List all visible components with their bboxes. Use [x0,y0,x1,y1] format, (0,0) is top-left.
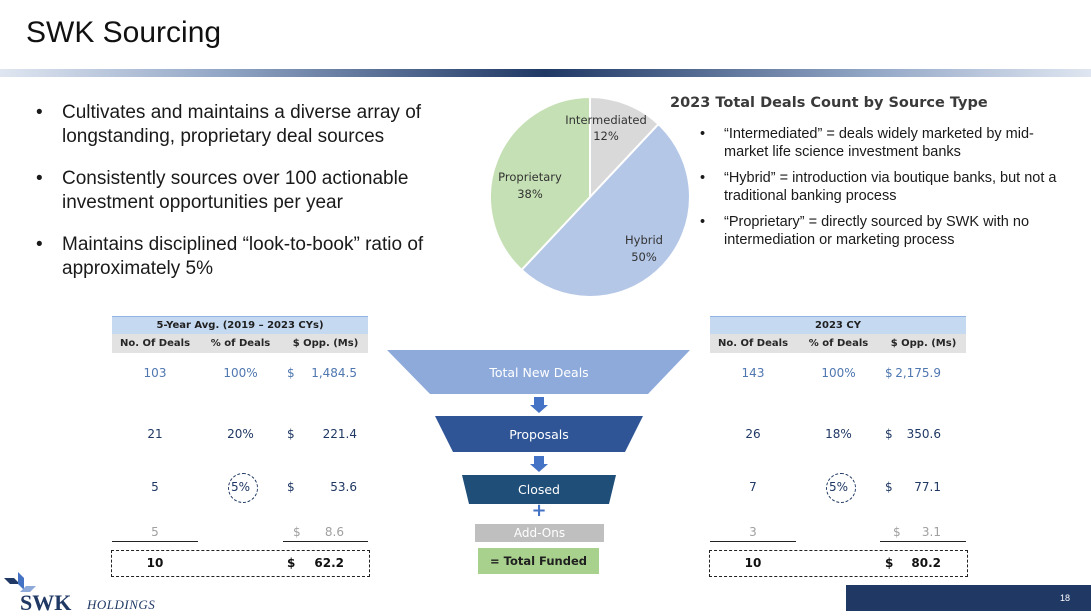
table-cell: 2,175.9 [895,366,941,380]
title-divider-bar [0,69,1091,77]
table-cell: 143 [741,366,765,380]
column-header: No. Of Deals [119,338,191,349]
left-table-column-headers: No. Of Deals % of Deals $ Opp. (Ms) [112,334,368,353]
table-cell: 5% [828,480,849,494]
logo-wordmark: SWK [20,590,72,615]
plus-icon: + [531,500,547,521]
source-type-pie-chart: Intermediated 12% Hybrid 50% Proprietary… [489,95,691,298]
bullet-item: Maintains disciplined “look-to-book” rat… [36,233,466,281]
table-cell: $ [893,525,901,539]
definition-item: “Proprietary” = directly sourced by SWK … [700,213,1060,249]
funnel-closed [462,475,616,504]
underline [710,541,796,542]
table-cell: 3 [749,525,757,539]
table-cell: 5 [151,525,159,539]
table-cell: $ [885,480,893,494]
table-cell: 7 [749,480,757,494]
table-cell: 21 [147,427,163,441]
funnel-label-total-funded: = Total Funded [490,554,587,568]
total-box [709,550,968,577]
pie-label-proprietary: Proprietary [498,170,562,184]
bullet-item: Consistently sources over 100 actionable… [36,167,466,215]
column-header: $ Opp. (Ms) [292,338,359,349]
table-cell: 10 [744,556,762,570]
page-title: SWK Sourcing [26,16,222,49]
table-cell: 10 [146,556,164,570]
table-cell: $ [287,556,296,570]
bullet-item: Cultivates and maintains a diverse array… [36,101,466,149]
table-cell: 20% [227,427,254,441]
table-cell: 77.1 [914,480,941,494]
funnel-label-total-new-deals: Total New Deals [489,365,589,380]
funnel-total-new-deals [387,350,690,394]
table-cell: $ [885,427,893,441]
funnel-total-funded [478,548,599,574]
table-cell: $ [293,525,301,539]
pie-value-proprietary: 38% [517,187,543,201]
table-cell: 103 [143,366,167,380]
column-header: % of Deals [210,338,271,349]
right-table-header-block: 2023 CY No. Of Deals % of Deals $ Opp. (… [710,316,966,353]
funnel-label-proposals: Proposals [509,427,569,442]
table-cell: 8.6 [324,525,344,539]
pie-value-hybrid: 50% [631,250,657,264]
underline [880,541,966,542]
column-header: % of Deals [808,338,869,349]
table-cell: 100% [821,366,856,380]
table-cell: 5% [230,480,251,494]
chart-title: 2023 Total Deals Count by Source Type [670,95,988,111]
total-box [111,550,370,577]
logo-subtext: HOLDINGS [87,597,156,612]
funnel-label-add-ons: Add-Ons [513,526,566,540]
definitions-bullet-list: “Intermediated” = deals widely marketed … [700,125,1060,257]
highlight-circle [228,473,258,503]
footer-bar [846,585,1091,611]
underline [112,541,198,542]
pie-label-intermediated: Intermediated [565,113,647,127]
down-arrow-icon [530,397,548,413]
highlight-circle [826,473,856,503]
table-cell: 18% [825,427,852,441]
table-cell: $ [287,480,295,494]
table-cell: $ [287,366,295,380]
table-cell: 350.6 [906,427,941,441]
pie-slice-hybrid [520,122,691,298]
table-cell: 80.2 [911,556,941,570]
pie-slice-proprietary [489,95,591,272]
table-cell: 53.6 [330,480,357,494]
right-table-column-headers: No. Of Deals % of Deals $ Opp. (Ms) [710,334,966,353]
left-bullet-list: Cultivates and maintains a diverse array… [36,101,466,299]
down-arrow-icon [530,456,548,472]
table-cell: 5 [151,480,159,494]
deal-funnel-diagram [387,350,690,574]
funnel-proposals [435,416,643,452]
table-cell: $ [885,556,894,570]
pie-label-hybrid: Hybrid [625,233,663,247]
funnel-label-closed: Closed [518,482,560,497]
left-table-title: 5-Year Avg. (2019 – 2023 CYs) [112,316,368,334]
definition-item: “Intermediated” = deals widely marketed … [700,125,1060,161]
table-cell: $ [287,427,295,441]
definition-item: “Hybrid” = introduction via boutique ban… [700,169,1060,205]
right-table-title: 2023 CY [710,316,966,334]
table-cell: 100% [223,366,258,380]
left-table-header-block: 5-Year Avg. (2019 – 2023 CYs) No. Of Dea… [112,316,368,353]
underline [283,541,368,542]
table-cell: $ [885,366,893,380]
table-cell: 3.1 [921,525,941,539]
table-cell: 62.2 [314,556,344,570]
pie-value-intermediated: 12% [593,129,619,143]
table-cell: 26 [745,427,761,441]
column-header: $ Opp. (Ms) [890,338,957,349]
pie-slice-intermediated [589,95,660,200]
column-header: No. Of Deals [717,338,789,349]
table-cell: 1,484.5 [311,366,357,380]
funnel-add-ons [475,524,604,542]
table-cell: 221.4 [322,427,357,441]
page-number: 18 [1060,593,1071,603]
swk-logo-mark [4,572,36,592]
